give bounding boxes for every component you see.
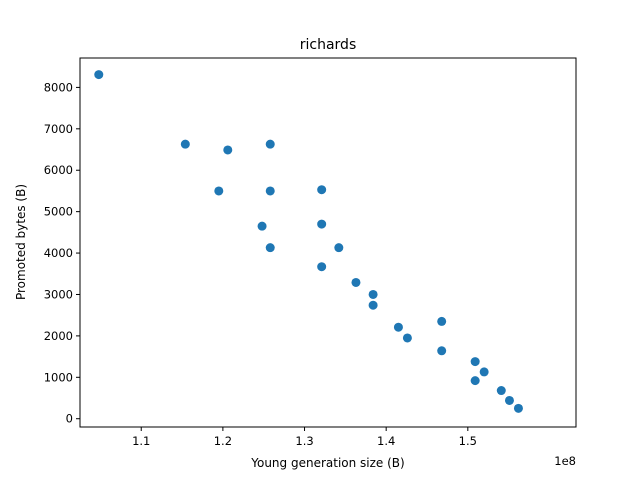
data-point (470, 376, 480, 386)
x-axis-offset-label: 1e8 (554, 454, 576, 468)
y-tick-label: 5000 (44, 205, 73, 219)
x-tick-label: 1.2 (214, 434, 232, 448)
plot-marks (94, 70, 523, 413)
y-tick-label: 2000 (44, 329, 73, 343)
data-point (265, 139, 275, 149)
data-point (180, 139, 190, 149)
data-point (437, 316, 447, 326)
y-tick-label: 1000 (44, 370, 73, 384)
y-tick-label: 6000 (44, 163, 73, 177)
y-tick-label: 0 (66, 412, 73, 426)
y-tick-label: 4000 (44, 246, 73, 260)
plot-area-frame (79, 57, 577, 428)
x-tick-label: 1.5 (459, 434, 477, 448)
x-tick-label: 1.3 (295, 434, 313, 448)
data-point (504, 395, 514, 405)
data-point (402, 333, 412, 343)
data-point (479, 367, 489, 377)
y-tick-label: 3000 (44, 287, 73, 301)
data-point (94, 70, 104, 80)
data-point (513, 403, 523, 413)
data-point (317, 262, 327, 272)
data-point (214, 186, 224, 196)
chart-title: richards (300, 37, 357, 53)
x-tick-label: 1.4 (377, 434, 395, 448)
y-axis-label: Promoted bytes (B) (14, 184, 28, 300)
x-tick-label: 1.1 (132, 434, 150, 448)
data-point (257, 221, 267, 231)
y-tick-label: 7000 (44, 122, 73, 136)
data-point (496, 386, 506, 396)
x-axis-ticks: 1.1 1.2 1.3 1.4 1.5 (132, 427, 477, 448)
data-point (437, 346, 447, 356)
data-point (368, 289, 378, 299)
data-point (317, 185, 327, 195)
data-point (223, 145, 233, 155)
data-point (470, 357, 480, 367)
y-tick-label: 8000 (44, 80, 73, 94)
x-axis-label: Young generation size (B) (250, 456, 404, 470)
data-point (265, 243, 275, 253)
data-point (368, 300, 378, 310)
data-point (393, 322, 403, 332)
data-point (334, 243, 344, 253)
data-point (351, 277, 361, 287)
y-axis-ticks: 0 1000 2000 3000 4000 5000 6000 7000 8000 (44, 80, 80, 426)
data-point (317, 219, 327, 229)
data-point (265, 186, 275, 196)
